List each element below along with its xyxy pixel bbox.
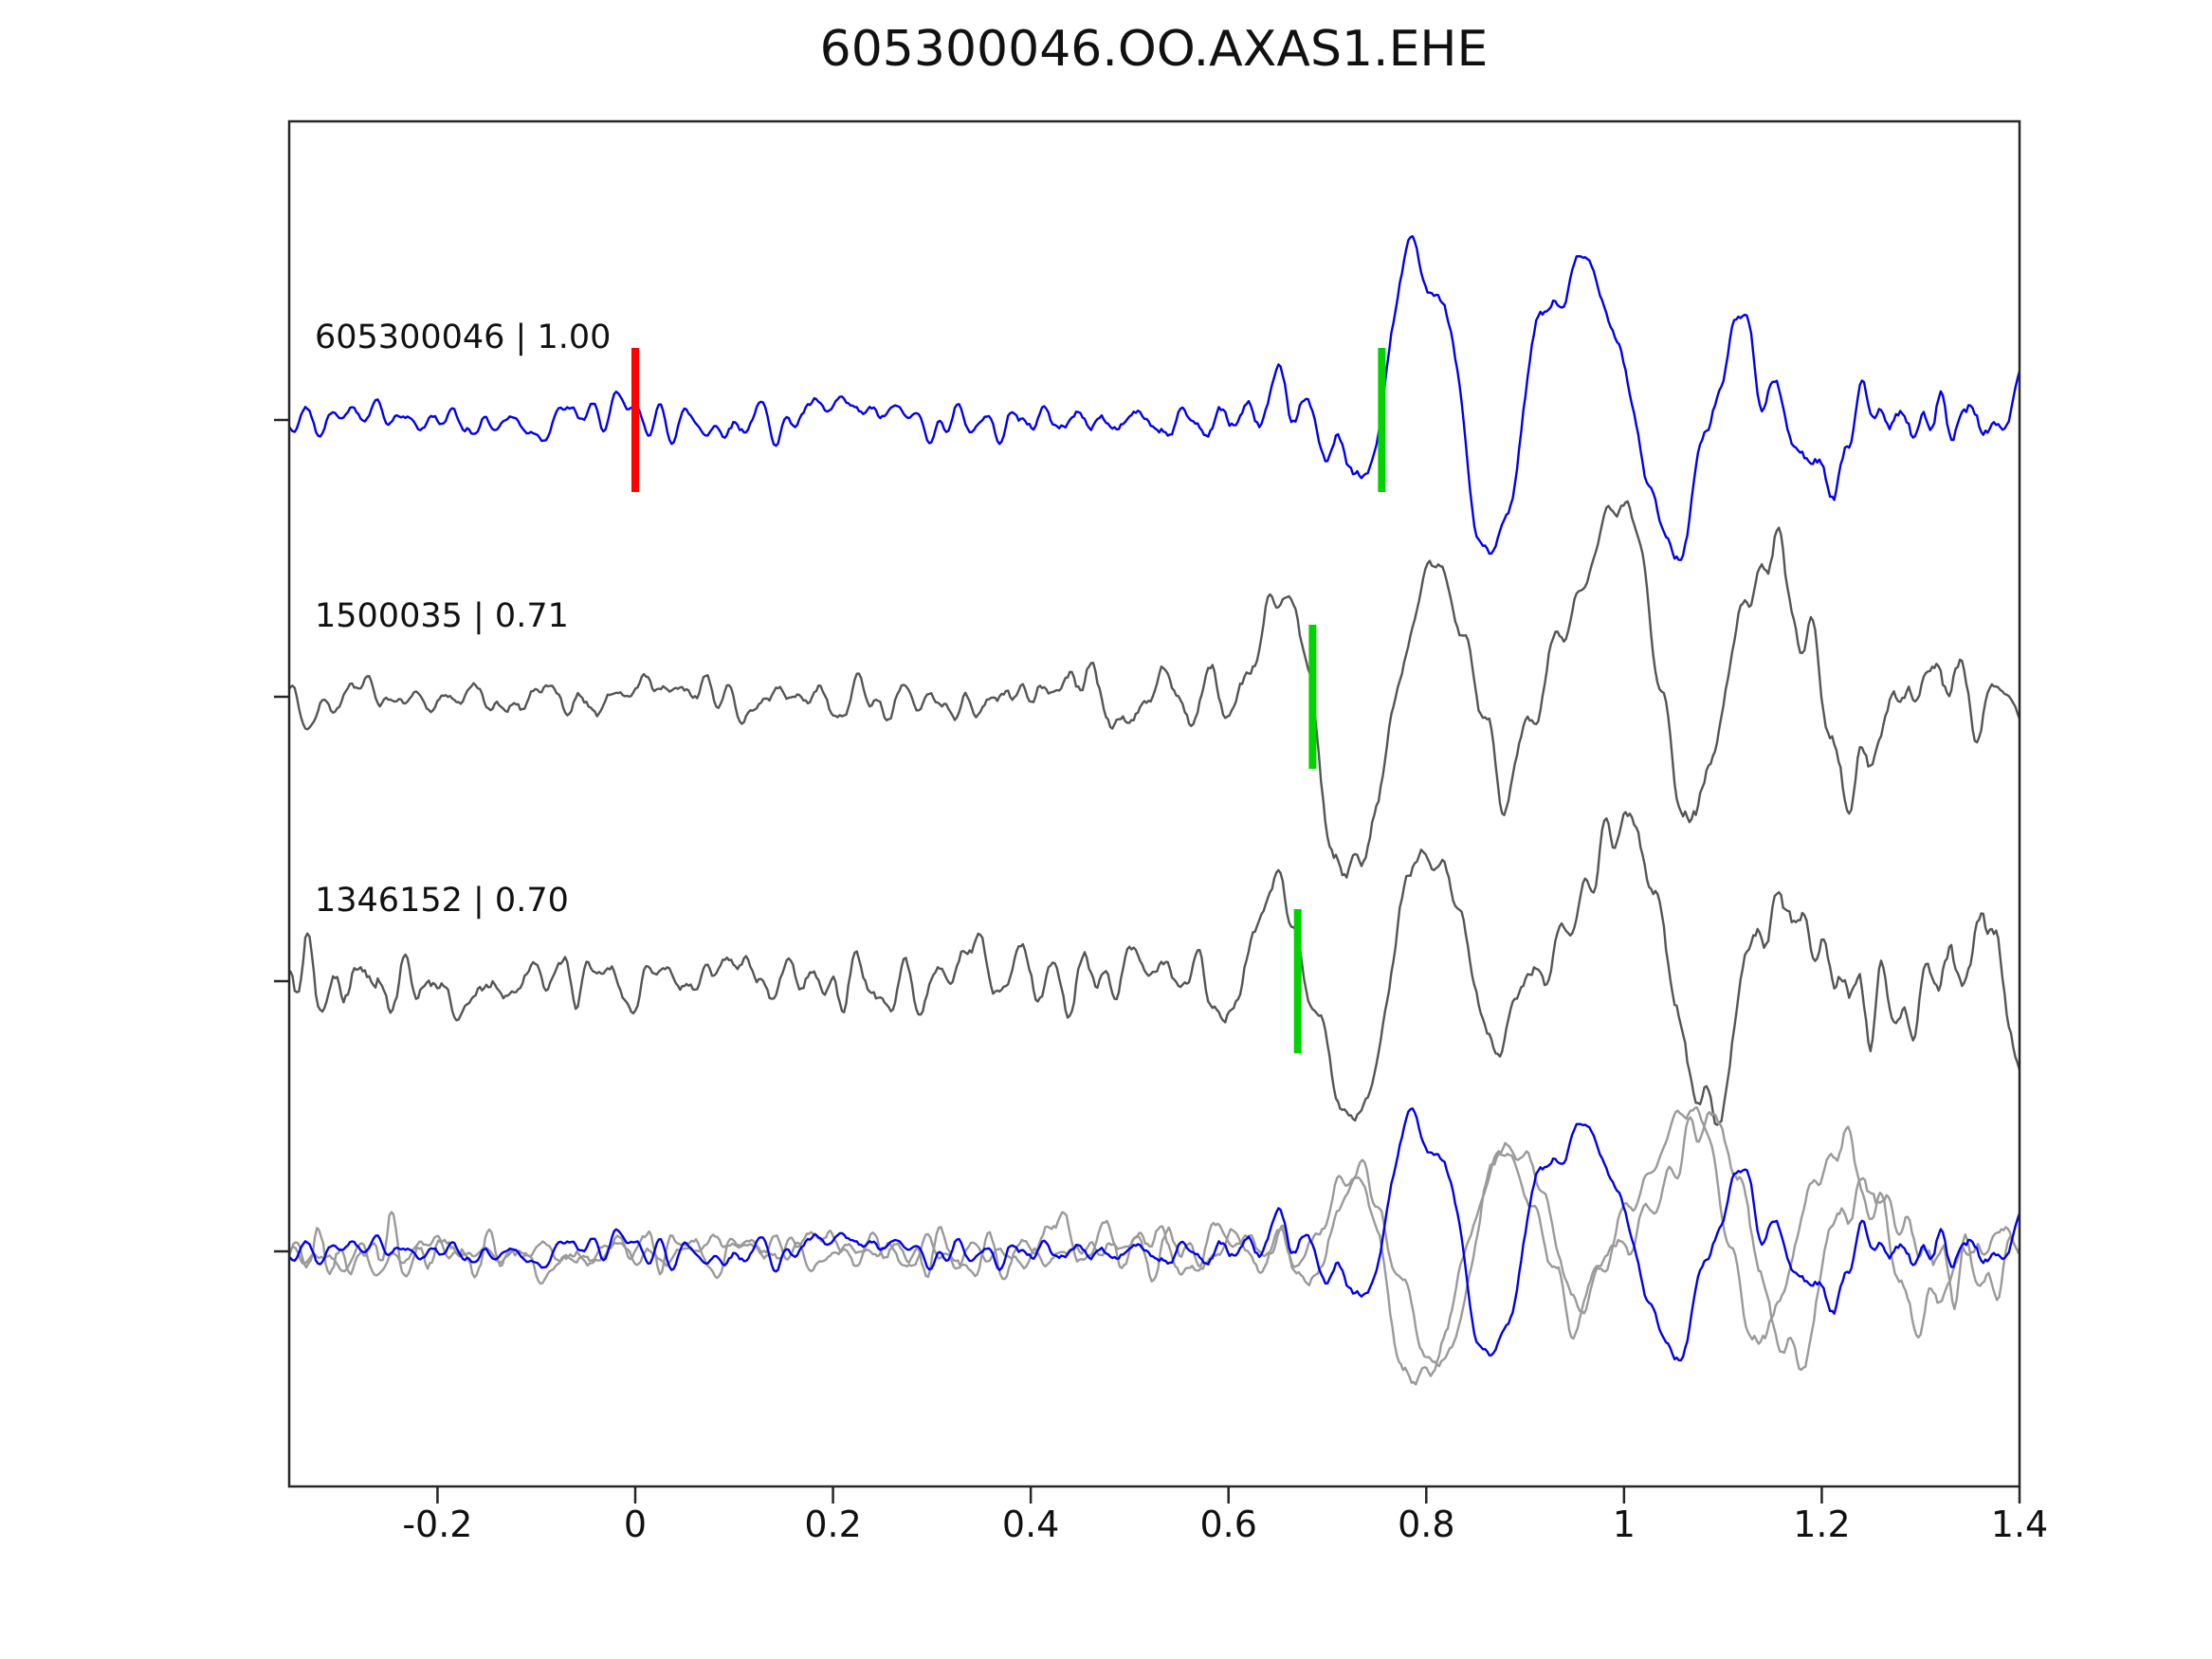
x-tick-label: 1 (1612, 1504, 1636, 1545)
figure-title: 605300046.OO.AXAS1.EHE (819, 21, 1489, 78)
x-tick-label: 1.2 (1793, 1504, 1851, 1545)
x-tick-label: -0.2 (402, 1504, 473, 1545)
waveform-trace-1500035 (289, 500, 2020, 879)
x-tick-label: 0.6 (1199, 1504, 1257, 1545)
x-tick-label: 0 (623, 1504, 648, 1545)
x-tick-label: 1.4 (1990, 1504, 2049, 1545)
trace-label-1346152: 1346152 | 0.70 (315, 882, 569, 920)
overlay-trace-605300046 (289, 1107, 2020, 1362)
overlay-trace-1500035 (289, 1105, 2020, 1386)
axes-frame (287, 119, 2021, 1488)
x-tick-label: 0.4 (1001, 1504, 1060, 1545)
x-tick-label: 0.2 (804, 1504, 862, 1545)
overlay-trace-1346152 (289, 1111, 2020, 1372)
x-tick-label: 0.8 (1398, 1504, 1455, 1545)
trace-label-1500035: 1500035 | 0.71 (315, 597, 569, 635)
waveform-trace-605300046 (289, 235, 2020, 561)
waveform-trace-1346152 (289, 811, 2020, 1126)
trace-label-605300046: 605300046 | 1.00 (315, 319, 612, 356)
